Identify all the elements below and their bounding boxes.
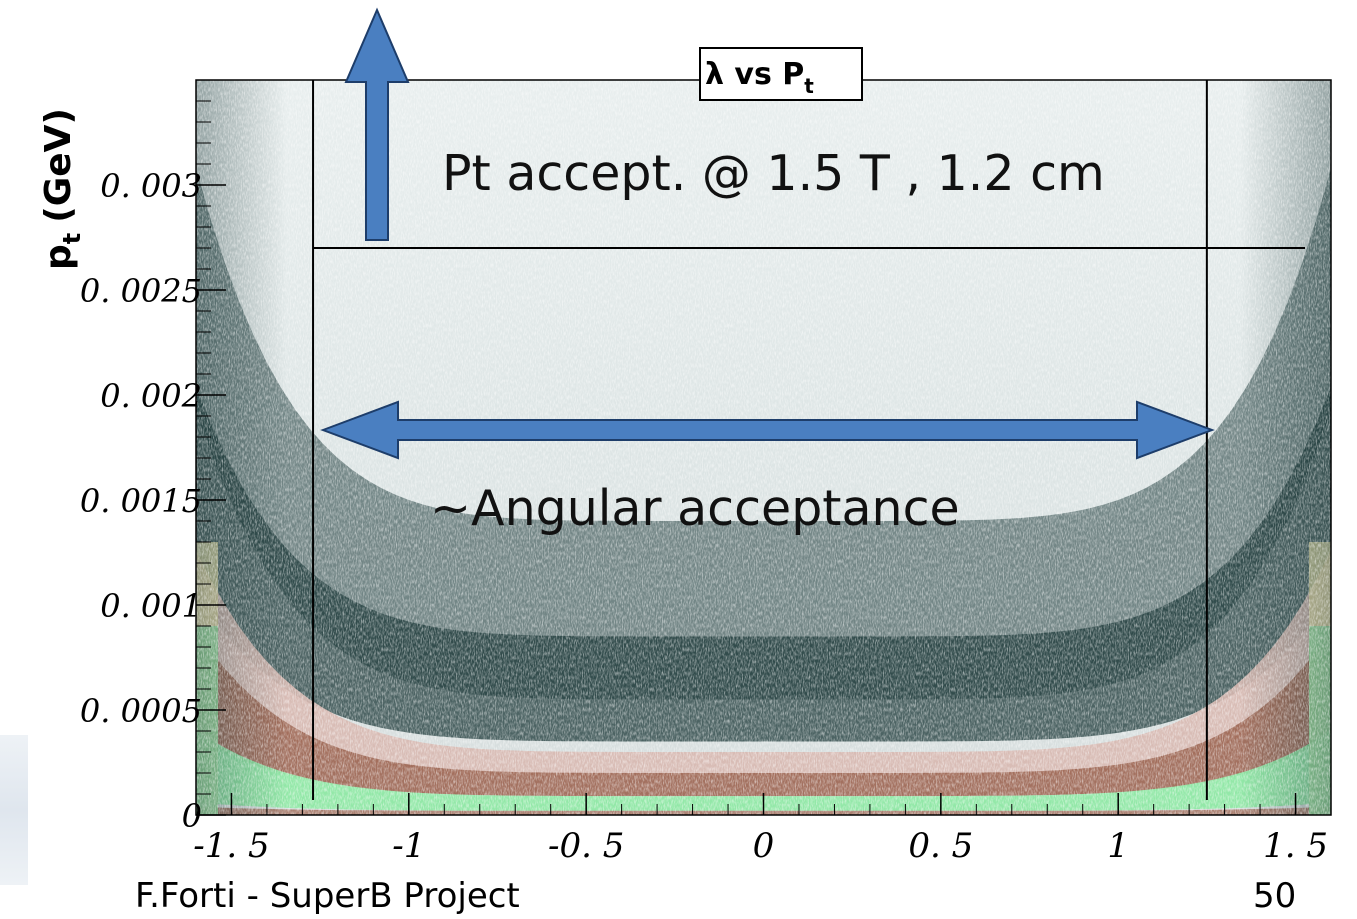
angular-acceptance-label: ~Angular acceptance [430,480,960,537]
y-tick-label: 0. 0005 [80,692,202,730]
y-tick-label: 0. 003 [100,167,202,205]
title-box [699,47,863,101]
double-arrow [320,400,1215,460]
chart-title: λ vs Pt [705,57,814,98]
y-tick-label: 0 [182,797,202,835]
y-tick-label: 0. 002 [100,377,202,415]
y-tick-label: 0. 0015 [80,482,202,520]
svg-text:pt(GeV): pt(GeV) [38,108,86,270]
x-tick-label: 0 [753,826,775,866]
x-tick-label: -1. 5 [193,826,269,866]
axis-ticks [195,79,1332,816]
x-tick-label: 1 [1107,826,1129,866]
x-tick-label: 1. 5 [1263,826,1328,866]
y-axis-title: pt(GeV) [38,108,86,270]
y-tick-label: 0. 0025 [80,272,202,310]
pt-accept-label: Pt accept. @ 1.5 T , 1.2 cm [442,145,1105,202]
slide-edge-decoration [0,735,28,885]
footer-author: F.Forti - SuperB Project [135,876,520,916]
x-axis-labels: -1. 5 -1 -0. 5 0 0. 5 1 1. 5 [193,826,1328,866]
x-tick-label: -1 [392,826,425,866]
page-number: 50 [1253,876,1297,916]
y-axis-labels: 0 0. 0005 0. 001 0. 0015 0. 002 0. 0025 0. 003 [80,167,202,835]
up-arrow [344,7,410,241]
x-tick-label: 0. 5 [908,826,973,866]
y-tick-label: 0. 001 [100,587,202,625]
x-tick-label: -0. 5 [548,826,624,866]
